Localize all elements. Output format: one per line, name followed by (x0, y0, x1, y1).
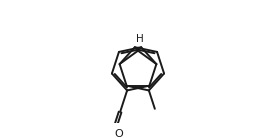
Text: O: O (115, 129, 123, 138)
Text: H: H (136, 34, 144, 44)
